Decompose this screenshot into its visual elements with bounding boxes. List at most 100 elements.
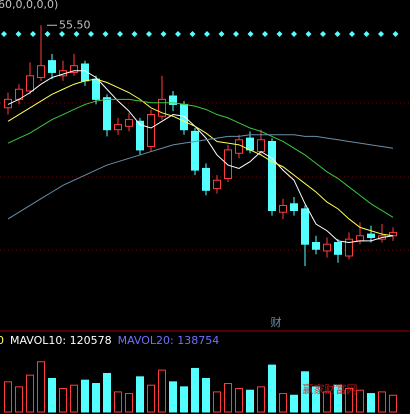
signal-diamond: [189, 31, 196, 37]
candle-body: [191, 130, 199, 171]
signal-diamond: [276, 31, 283, 37]
candle-body: [312, 242, 320, 250]
signal-diamond: [305, 31, 312, 37]
candle-body: [367, 233, 375, 238]
volume-bar: [279, 393, 287, 413]
candle-body: [136, 120, 144, 151]
signal-diamond: [291, 31, 297, 37]
volume-bar: [224, 383, 232, 413]
signal-diamond: [117, 31, 123, 37]
volume-bar: [334, 384, 342, 413]
volume-bar: [59, 388, 67, 413]
volume-bar: [246, 389, 254, 413]
signal-diamond: [320, 31, 326, 37]
candle-body: [4, 98, 12, 109]
candle-body: [70, 65, 78, 73]
volume-bar: [301, 371, 309, 413]
volume-bar: [125, 393, 133, 413]
volume-bar: [191, 367, 199, 413]
candle-body: [202, 167, 210, 191]
volume-bar: [257, 386, 265, 413]
signal-diamond: [204, 31, 210, 37]
signal-diamond: [160, 31, 167, 37]
volume-bar: [180, 386, 188, 413]
signal-diamond: [378, 31, 384, 37]
volume-bar: [48, 378, 56, 413]
volume-bar: [323, 391, 331, 413]
signal-diamond: [44, 31, 51, 37]
moving-average-line: [7, 98, 394, 218]
candle-body: [48, 60, 56, 73]
candle-body: [147, 114, 155, 148]
volume-bar: [26, 374, 34, 413]
candle-body: [103, 97, 111, 131]
volume-bar: [235, 388, 243, 413]
volume-bar: [169, 381, 177, 413]
volume-bar: [202, 378, 210, 413]
signal-diamond: [1, 31, 7, 37]
candle-body: [92, 78, 100, 100]
volume-bar: [268, 364, 276, 413]
volume-bar: [81, 379, 89, 413]
candle-body: [224, 149, 232, 180]
candle-body: [345, 238, 353, 257]
candle-body: [279, 204, 287, 213]
volume-bar: [389, 394, 397, 413]
signal-diamond: [392, 31, 399, 37]
signal-diamond: [59, 31, 65, 37]
candle-body: [290, 203, 298, 212]
candle-body: [323, 243, 331, 252]
candle-body: [125, 119, 133, 127]
candle-body: [213, 179, 221, 190]
volume-bar: [378, 391, 386, 413]
volume-legend: 0: [0, 334, 4, 347]
volume-bar: [15, 386, 23, 413]
moving-average-line: [7, 70, 394, 244]
signal-diamond: [349, 31, 355, 37]
candle-body: [268, 140, 276, 212]
moving-average-line: [7, 78, 394, 237]
volume-bar: [213, 391, 221, 413]
signal-diamond: [233, 31, 239, 37]
candle-body: [37, 65, 45, 78]
signal-diamond: [334, 31, 341, 37]
high-label: 55.50: [59, 18, 91, 31]
candle-body: [334, 242, 342, 255]
signal-diamond: [88, 31, 94, 37]
header-text: 60,0,0,0,0): [0, 0, 58, 11]
watermark: 赢家财富网: [303, 382, 358, 396]
signal-diamond: [175, 31, 181, 37]
volume-bar: [290, 394, 298, 413]
volume-bar: [147, 384, 155, 413]
candle-body: [114, 124, 122, 131]
candle-body: [301, 208, 309, 245]
candle-body: [158, 98, 166, 117]
moving-average-line: [7, 134, 394, 220]
volume-bar: [367, 393, 375, 413]
volume-bar: [356, 389, 364, 413]
signal-diamond: [363, 31, 370, 37]
volume-bar: [312, 386, 320, 413]
candle-body: [356, 235, 364, 242]
volume-legend: MAVOL10: 120578: [10, 334, 112, 347]
volume-bar: [136, 376, 144, 413]
signal-diamond: [15, 31, 22, 37]
volume-bar: [114, 391, 122, 413]
signal-diamond: [73, 31, 80, 37]
candle-body: [235, 139, 243, 154]
volume-bar: [70, 384, 78, 413]
volume-bar: [345, 388, 353, 413]
volume-bar: [92, 383, 100, 413]
signal-diamond: [218, 31, 225, 37]
signal-diamond: [262, 31, 268, 37]
signal-diamond: [131, 31, 138, 37]
candle-body: [169, 95, 177, 105]
volume-legend: MAVOL20: 138754: [118, 334, 220, 347]
signal-diamond: [146, 31, 152, 37]
volume-bar: [4, 381, 12, 413]
candle-body: [180, 103, 188, 131]
candle-body: [246, 137, 254, 151]
signal-diamond: [30, 31, 36, 37]
